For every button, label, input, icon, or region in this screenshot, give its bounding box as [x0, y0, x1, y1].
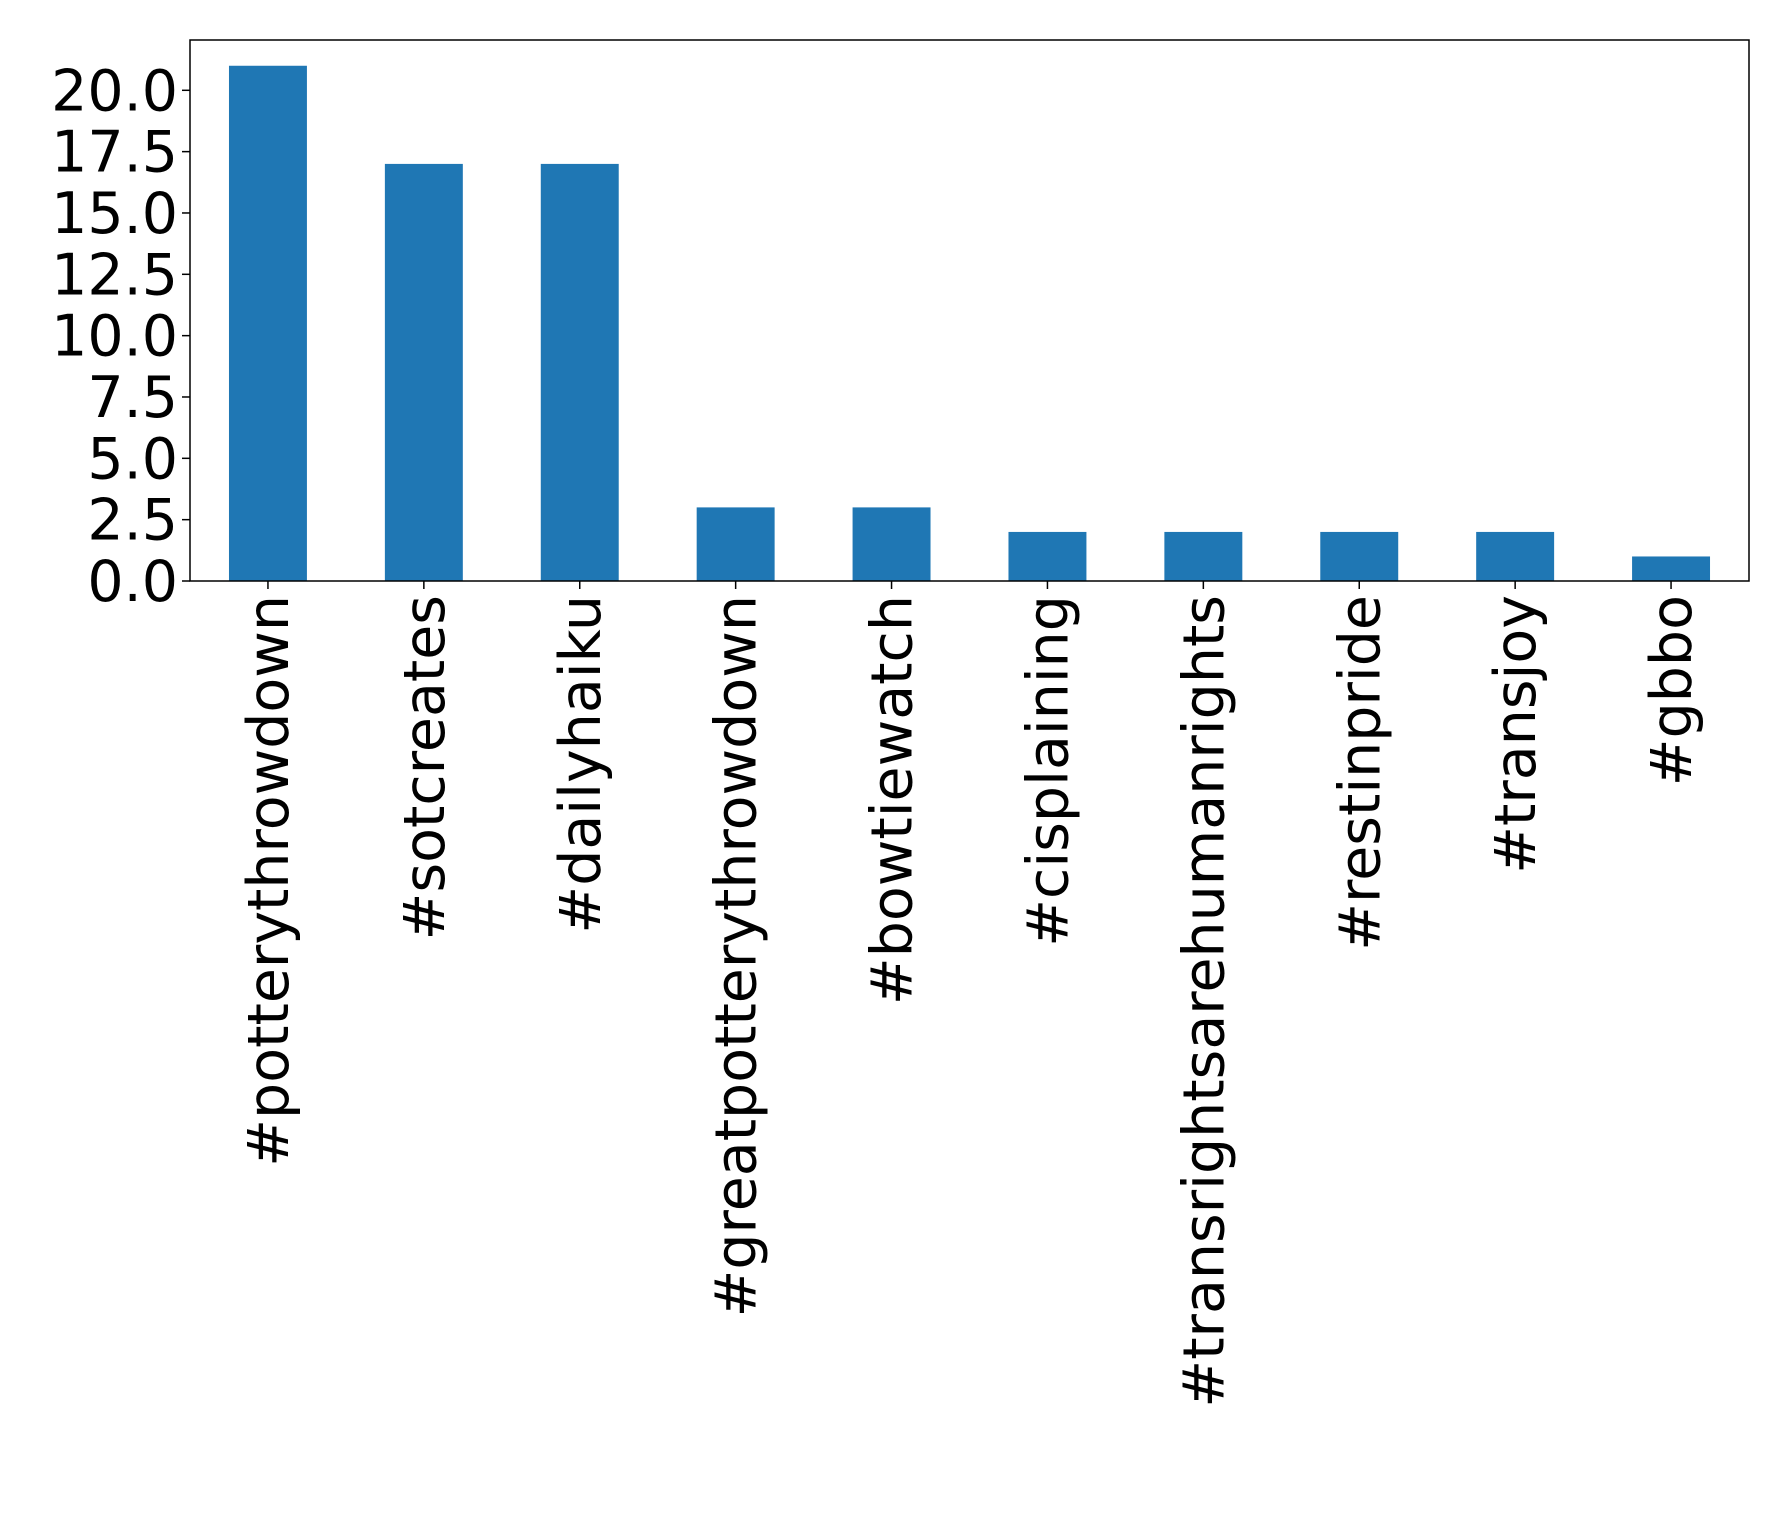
x-tick-label: #greatpotterythrowdown — [704, 595, 770, 1317]
bar — [1476, 531, 1555, 581]
x-tick-label: #sotcreates — [392, 595, 458, 940]
y-tick-label: 10.0 — [51, 304, 178, 370]
x-tick-label: #cisplaining — [1015, 595, 1081, 947]
y-tick-label: 20.0 — [51, 58, 178, 124]
bar — [696, 507, 775, 581]
x-tick-label: #gbbo — [1639, 595, 1705, 786]
bar — [1164, 531, 1243, 581]
y-tick-label: 2.5 — [87, 488, 178, 554]
bar — [540, 163, 619, 581]
bar — [1008, 531, 1087, 581]
bar — [1632, 556, 1711, 581]
y-tick-label: 0.0 — [87, 549, 178, 615]
y-tick-label: 7.5 — [87, 365, 178, 431]
x-tick-label: #transjoy — [1483, 595, 1549, 874]
y-tick-label: 12.5 — [51, 242, 178, 308]
x-tick-label: #potterythrowdown — [236, 595, 302, 1167]
y-tick-label: 17.5 — [51, 120, 178, 186]
x-tick-label: #bowtiewatch — [860, 595, 926, 1005]
x-tick-label: #dailyhaiku — [548, 595, 614, 934]
bar — [384, 163, 463, 581]
bar — [852, 507, 931, 581]
bar — [228, 65, 307, 581]
bar — [1320, 531, 1399, 581]
y-tick-label: 15.0 — [51, 181, 178, 247]
y-tick-label: 5.0 — [87, 426, 178, 492]
plot-frame — [189, 39, 1750, 582]
x-tick-label: #transrightsarehumanrights — [1171, 595, 1237, 1408]
x-tick-label: #restinpride — [1327, 595, 1393, 951]
